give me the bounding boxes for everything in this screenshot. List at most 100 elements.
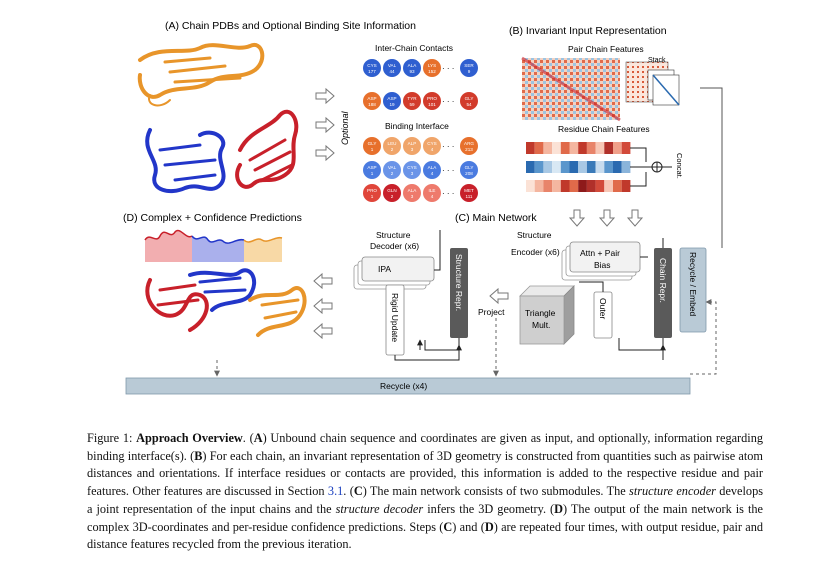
b-to-recycle-connector — [700, 87, 723, 248]
residue-name: ASP — [367, 96, 376, 101]
caption-text: ) are repeated four times, with output r… — [87, 519, 764, 552]
recycle-bar-label: Recycle (x4) — [380, 381, 427, 391]
recycle-dashed-link — [690, 299, 717, 375]
mult-label: Mult. — [532, 320, 550, 330]
triangle-cube — [519, 285, 575, 345]
feature-cell — [526, 180, 535, 192]
residue-number: 9 — [468, 69, 471, 74]
panel-b-title: (B) Invariant Input Representation — [509, 25, 667, 37]
residue-number: 152 — [428, 69, 436, 74]
feature-cell — [569, 142, 579, 154]
residue-node — [363, 184, 381, 202]
decoder-x6: Decoder (x6) — [370, 241, 419, 251]
residue-node — [363, 161, 381, 179]
residue-number: 111 — [466, 194, 473, 199]
residue-node — [403, 161, 421, 179]
residue-number: 188 — [368, 102, 376, 107]
residue-ellipsis: · · · — [442, 166, 454, 175]
attn-label-1: Attn + Pair — [580, 248, 620, 258]
residue-number: 177 — [368, 69, 376, 74]
panel-a-arrows — [315, 87, 335, 162]
residue-node — [363, 137, 381, 155]
attn-label-2: Bias — [594, 260, 611, 270]
residue-name: LYS — [428, 63, 436, 68]
caption-text: . ( — [242, 431, 254, 445]
ipa-box — [361, 256, 435, 282]
residue-number: 2 — [391, 147, 394, 152]
feature-cell — [569, 180, 579, 192]
residue-number: 4 — [431, 147, 434, 152]
residue-number: 54 — [466, 102, 472, 107]
contacts-title: Inter-Chain Contacts — [375, 43, 453, 53]
confidence-plot — [144, 229, 283, 262]
residue-feature-strips — [526, 142, 631, 192]
section-link[interactable]: 3.1 — [327, 484, 344, 499]
residue-number: 2 — [391, 194, 394, 199]
residue-number: 1 — [371, 147, 374, 152]
residue-ellipsis: · · · — [442, 97, 454, 106]
residue-node — [460, 137, 478, 155]
residue-name: CYS — [367, 63, 376, 68]
feature-cell — [552, 161, 561, 173]
feature-cell — [613, 142, 622, 154]
caption-ref-b: B — [194, 448, 203, 463]
residue-node — [403, 59, 421, 77]
feature-cell — [534, 142, 544, 154]
residue-node — [383, 59, 401, 77]
triangle-label: Triangle — [525, 308, 556, 318]
panel-b-down-arrows — [568, 209, 644, 227]
residue-number: 3 — [411, 194, 414, 199]
recycle-embed-label: Recycle / Embed — [688, 252, 698, 317]
residue-node — [423, 161, 441, 179]
residue-name: ALA — [408, 188, 418, 193]
optional-label: Optional — [340, 110, 350, 145]
encoder-x6: Encoder (x6) — [511, 247, 560, 257]
residue-name: ARG — [464, 141, 474, 146]
caption-text: develops a joint representation of the i… — [87, 484, 764, 516]
residue-ellipsis: · · · — [442, 64, 454, 73]
residue-node — [423, 59, 441, 77]
residue-node — [423, 184, 441, 202]
encoder-loop — [579, 238, 664, 351]
residue-number: 208 — [465, 171, 473, 176]
project-arrow — [489, 287, 509, 305]
feature-cell — [613, 161, 622, 173]
residue-number: 1 — [371, 171, 374, 176]
rigid-update-label: Rigid Update — [390, 293, 400, 342]
caption-text: . ( — [343, 484, 354, 499]
feature-cell — [621, 142, 631, 154]
predicted-complex — [145, 268, 307, 337]
panel-d-title: (D) Complex + Confidence Predictions — [123, 212, 302, 224]
feature-cell — [526, 142, 535, 154]
residue-number: 3 — [411, 147, 414, 152]
encoder-chain-repr-bar — [654, 248, 672, 338]
feature-cell — [586, 142, 596, 154]
feature-cell — [586, 180, 596, 192]
residue-node — [423, 92, 441, 110]
residue-features-title: Residue Chain Features — [558, 124, 650, 134]
residue-node — [460, 92, 478, 110]
residue-node — [460, 59, 478, 77]
residue-name: GLY — [465, 165, 474, 170]
caption-bold-title: Approach Overview — [136, 431, 243, 445]
residue-number: 19 — [389, 102, 395, 107]
feature-cell — [621, 161, 631, 173]
feature-cell — [569, 161, 579, 173]
feature-cell — [604, 142, 613, 154]
residue-name: ALA — [428, 165, 438, 170]
caption-encoder-term: structure encoder — [629, 484, 716, 499]
residue-ellipsis: · · · — [442, 189, 454, 198]
feature-cell — [560, 161, 570, 173]
residue-number: 93 — [409, 69, 415, 74]
residue-node — [383, 184, 401, 202]
caption-text: ) and ( — [452, 519, 485, 534]
feature-cell — [534, 161, 544, 173]
residue-number: 44 — [389, 69, 395, 74]
encoder-title: Structure — [517, 230, 552, 240]
ipa-label: IPA — [378, 264, 391, 274]
residue-node — [403, 137, 421, 155]
decoder-structure-repr-bar — [450, 248, 468, 338]
caption-text: ) The main network consists of two submo… — [362, 484, 630, 499]
feature-cell — [543, 142, 553, 154]
